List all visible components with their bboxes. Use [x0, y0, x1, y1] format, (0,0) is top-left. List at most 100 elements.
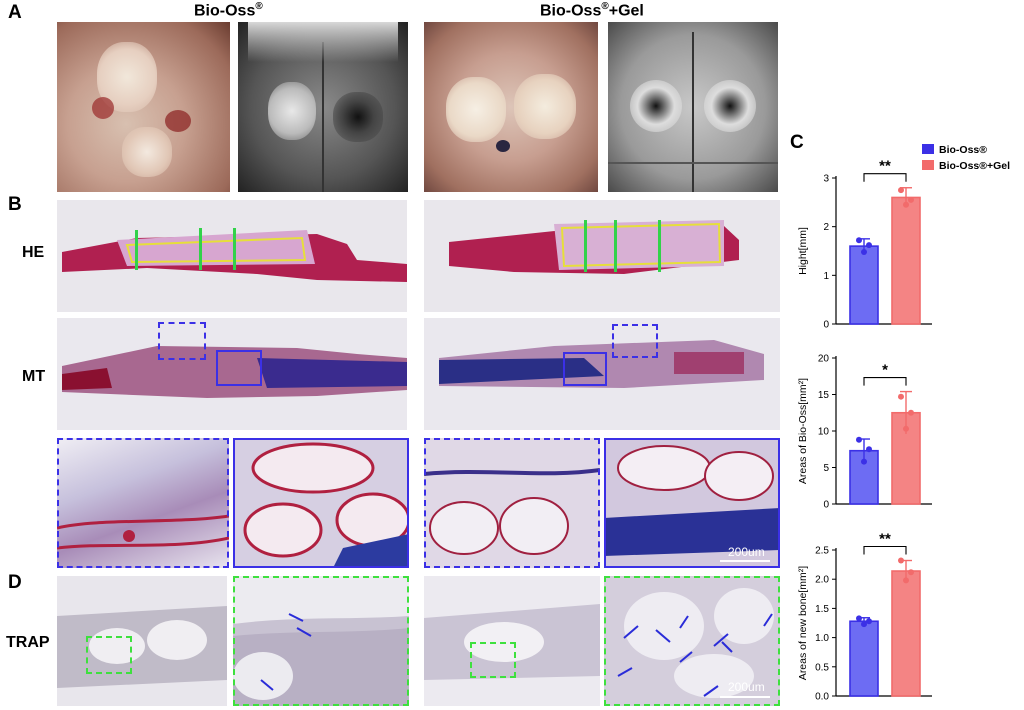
panel-label-b: B — [8, 194, 22, 215]
mt-zoom-dashed-frame-bio-oss — [57, 438, 229, 568]
y-tick-label: 0.0 — [815, 692, 829, 703]
y-tick-label: 2 — [823, 222, 829, 233]
bar-bio-oss — [849, 620, 879, 697]
mt-zoom-solid-frame-bio-oss-gel — [604, 438, 780, 568]
mt-zoom-texture-3 — [424, 468, 600, 555]
mt-zoom-texture-2 — [243, 442, 409, 568]
y-tick-label: 5 — [823, 463, 829, 474]
trap-zoom-frame-bio-oss — [233, 576, 409, 706]
he-section-bio-oss-gel — [424, 200, 780, 312]
gross-photo-bio-oss-gel — [424, 22, 598, 192]
legend-swatch — [922, 160, 934, 170]
mt-tissue-bio-oss — [62, 346, 407, 398]
chart-3: 0.0 0.5 1.0 1.5 2.0 2.5 Areas of new bone[mm²]… — [797, 531, 932, 703]
significance-label: ** — [879, 158, 891, 175]
trap-texture-1 — [57, 606, 227, 688]
mt-zoom-solid-frame-bio-oss — [233, 438, 409, 568]
gross-photo-bio-oss — [57, 22, 230, 192]
trap-zoom-bio-oss — [233, 576, 409, 706]
y-axis-label: Areas of Bio-Oss[mm²] — [797, 378, 809, 484]
data-point — [856, 237, 862, 244]
significance-bracket — [863, 545, 907, 555]
data-point — [866, 618, 872, 625]
row-label-mt: MT — [22, 368, 46, 385]
y-tick-label: 3 — [823, 174, 829, 185]
mt-tissue-bio-oss-gel — [439, 340, 764, 388]
zoom-box-green-bio-oss — [86, 636, 132, 674]
trap-zoom-frame-bio-oss-gel — [604, 576, 780, 706]
y-tick-label: 10 — [818, 427, 830, 438]
data-point — [861, 621, 867, 628]
zoom-box-green-bio-oss-gel — [470, 642, 516, 678]
scale-bar-trap — [720, 696, 770, 698]
micro-ct-bio-oss — [238, 22, 408, 192]
panel-label-c: C — [790, 132, 804, 153]
mt-zoom-dashed-bio-oss-gel — [424, 438, 600, 568]
y-tick-label: 1.0 — [815, 633, 829, 644]
y-tick-label: 20 — [818, 354, 830, 365]
scale-bar-label-mt: 200um — [728, 545, 765, 559]
y-tick-label: 0.5 — [815, 662, 829, 673]
mt-zoom-dashed-frame-bio-oss-gel — [424, 438, 600, 568]
y-tick-label: 0 — [823, 500, 829, 511]
micro-ct-bio-oss-gel — [608, 22, 778, 192]
y-axis-label: Hight[mm] — [797, 227, 809, 275]
data-point — [903, 425, 909, 432]
he-tissue-bio-oss-gel — [449, 220, 739, 274]
scale-bar-mt — [720, 560, 770, 562]
y-tick-label: 15 — [818, 390, 830, 401]
group-title-bio-oss: Bio-Oss® — [194, 1, 263, 20]
trap-section-bio-oss — [57, 576, 227, 706]
group-title-bio-oss-gel: Bio-Oss®+Gel — [540, 1, 644, 20]
mt-section-bio-oss — [57, 318, 407, 430]
y-tick-label: 1 — [823, 271, 829, 282]
row-label-trap: TRAP — [6, 634, 50, 651]
legend-label: Bio-Oss® — [939, 144, 987, 156]
significance-label: * — [882, 362, 888, 379]
data-point — [866, 446, 872, 453]
data-point — [898, 393, 904, 400]
panel-label-a: A — [8, 2, 22, 23]
data-point — [861, 458, 867, 465]
mt-zoom-texture-4 — [604, 445, 780, 556]
data-point — [866, 242, 872, 249]
y-tick-label: 0 — [823, 320, 829, 331]
bar-bio-oss — [849, 245, 879, 325]
panel-c-charts: 0 1 2 3 Hight[mm] ** Bio-Oss® Bio-Oss®+Gel 0 5 10 1… — [797, 144, 1010, 703]
row-label-he: HE — [22, 244, 45, 261]
he-section-bio-oss — [57, 200, 407, 312]
data-point — [856, 436, 862, 443]
mt-zoom-solid-bio-oss-gel — [604, 438, 780, 568]
y-tick-label: 2.5 — [815, 546, 829, 557]
mt-section-bio-oss-gel — [424, 318, 780, 430]
legend-label: Bio-Oss®+Gel — [939, 160, 1010, 172]
trap-section-bio-oss-gel — [424, 576, 600, 706]
trap-texture-2 — [424, 604, 600, 680]
zoom-box-dashed-bio-oss — [158, 322, 206, 360]
data-point — [908, 196, 914, 203]
chart-2: 0 5 10 15 20 Areas of Bio-Oss[mm²] * — [797, 354, 932, 511]
data-point — [908, 569, 914, 576]
he-tissue-bio-oss — [62, 228, 407, 282]
data-point — [903, 201, 909, 208]
trap-zoom-texture-1 — [233, 576, 409, 706]
legend-swatch — [922, 144, 934, 154]
data-point — [908, 409, 914, 416]
data-point — [856, 615, 862, 622]
y-tick-label: 1.5 — [815, 604, 829, 615]
data-point — [861, 248, 867, 255]
trap-zoom-bio-oss-gel — [604, 576, 780, 706]
mt-zoom-solid-bio-oss — [233, 438, 409, 568]
zoom-box-solid-bio-oss-gel — [563, 352, 607, 386]
y-axis-label: Areas of new bone[mm²] — [797, 566, 809, 680]
trap-zoom-texture-2 — [617, 588, 774, 698]
bar-bio-oss-gel — [891, 570, 921, 697]
significance-bracket — [863, 377, 907, 386]
mt-zoom-dashed-bio-oss — [57, 438, 229, 568]
chart-1: 0 1 2 3 Hight[mm] ** Bio-Oss® Bio-Oss®+Gel — [797, 144, 1010, 331]
scale-bar-label-trap: 200um — [728, 680, 765, 694]
data-point — [898, 187, 904, 194]
data-point — [898, 557, 904, 564]
significance-label: ** — [879, 531, 891, 548]
